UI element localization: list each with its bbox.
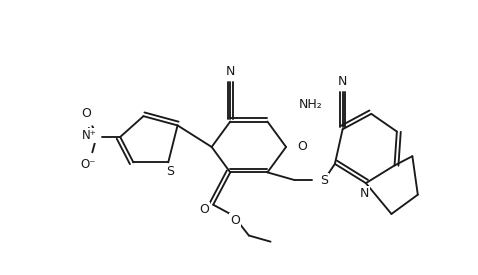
Text: S: S	[320, 174, 328, 186]
Text: N: N	[359, 188, 369, 200]
Text: O: O	[199, 203, 209, 216]
Text: NH₂: NH₂	[298, 98, 322, 111]
Text: N⁺: N⁺	[82, 129, 97, 142]
Text: O⁻: O⁻	[80, 158, 96, 171]
Text: O: O	[297, 141, 307, 153]
Text: N: N	[226, 65, 235, 78]
Text: S: S	[166, 165, 174, 178]
Text: O: O	[81, 107, 91, 120]
Text: O: O	[230, 214, 240, 227]
Text: N: N	[338, 75, 348, 88]
